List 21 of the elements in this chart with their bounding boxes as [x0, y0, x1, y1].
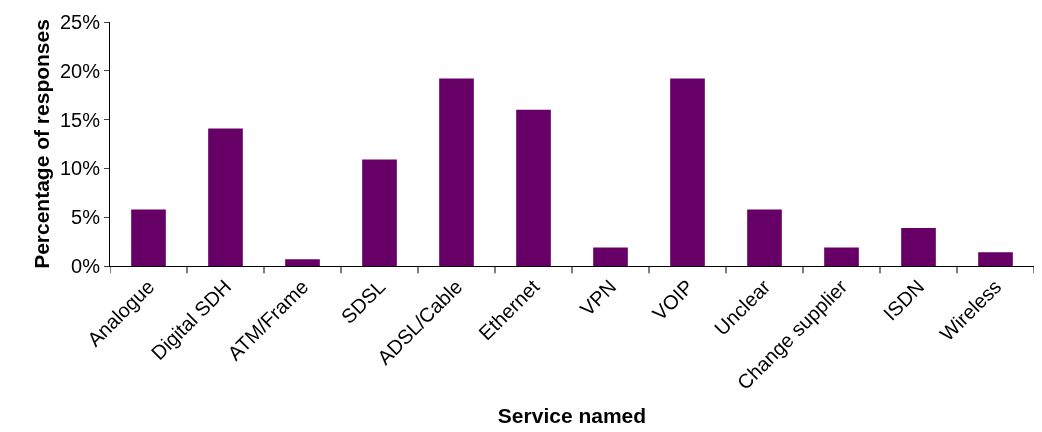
- bar: [978, 252, 1013, 266]
- bar: [208, 128, 243, 266]
- bar: [747, 209, 782, 266]
- x-axis-title: Service named: [497, 404, 647, 428]
- y-tick-label: 15%: [59, 108, 101, 131]
- y-tick-label: 20%: [59, 59, 101, 82]
- bar: [824, 247, 859, 266]
- y-tick-label: 10%: [59, 157, 101, 180]
- bar: [131, 209, 166, 266]
- y-tick-label: 0%: [71, 255, 101, 277]
- bar: [516, 109, 551, 266]
- y-axis-title: Percentage of responses: [30, 19, 54, 269]
- bar: [362, 159, 397, 266]
- bar: [285, 259, 320, 266]
- bar: [670, 78, 705, 266]
- x-tick-label: VPN: [575, 275, 621, 320]
- y-tick-label: 5%: [71, 206, 101, 229]
- y-tick-label: 25%: [59, 11, 101, 33]
- bar: [901, 227, 936, 266]
- bar: [593, 247, 628, 266]
- bar: [439, 78, 474, 266]
